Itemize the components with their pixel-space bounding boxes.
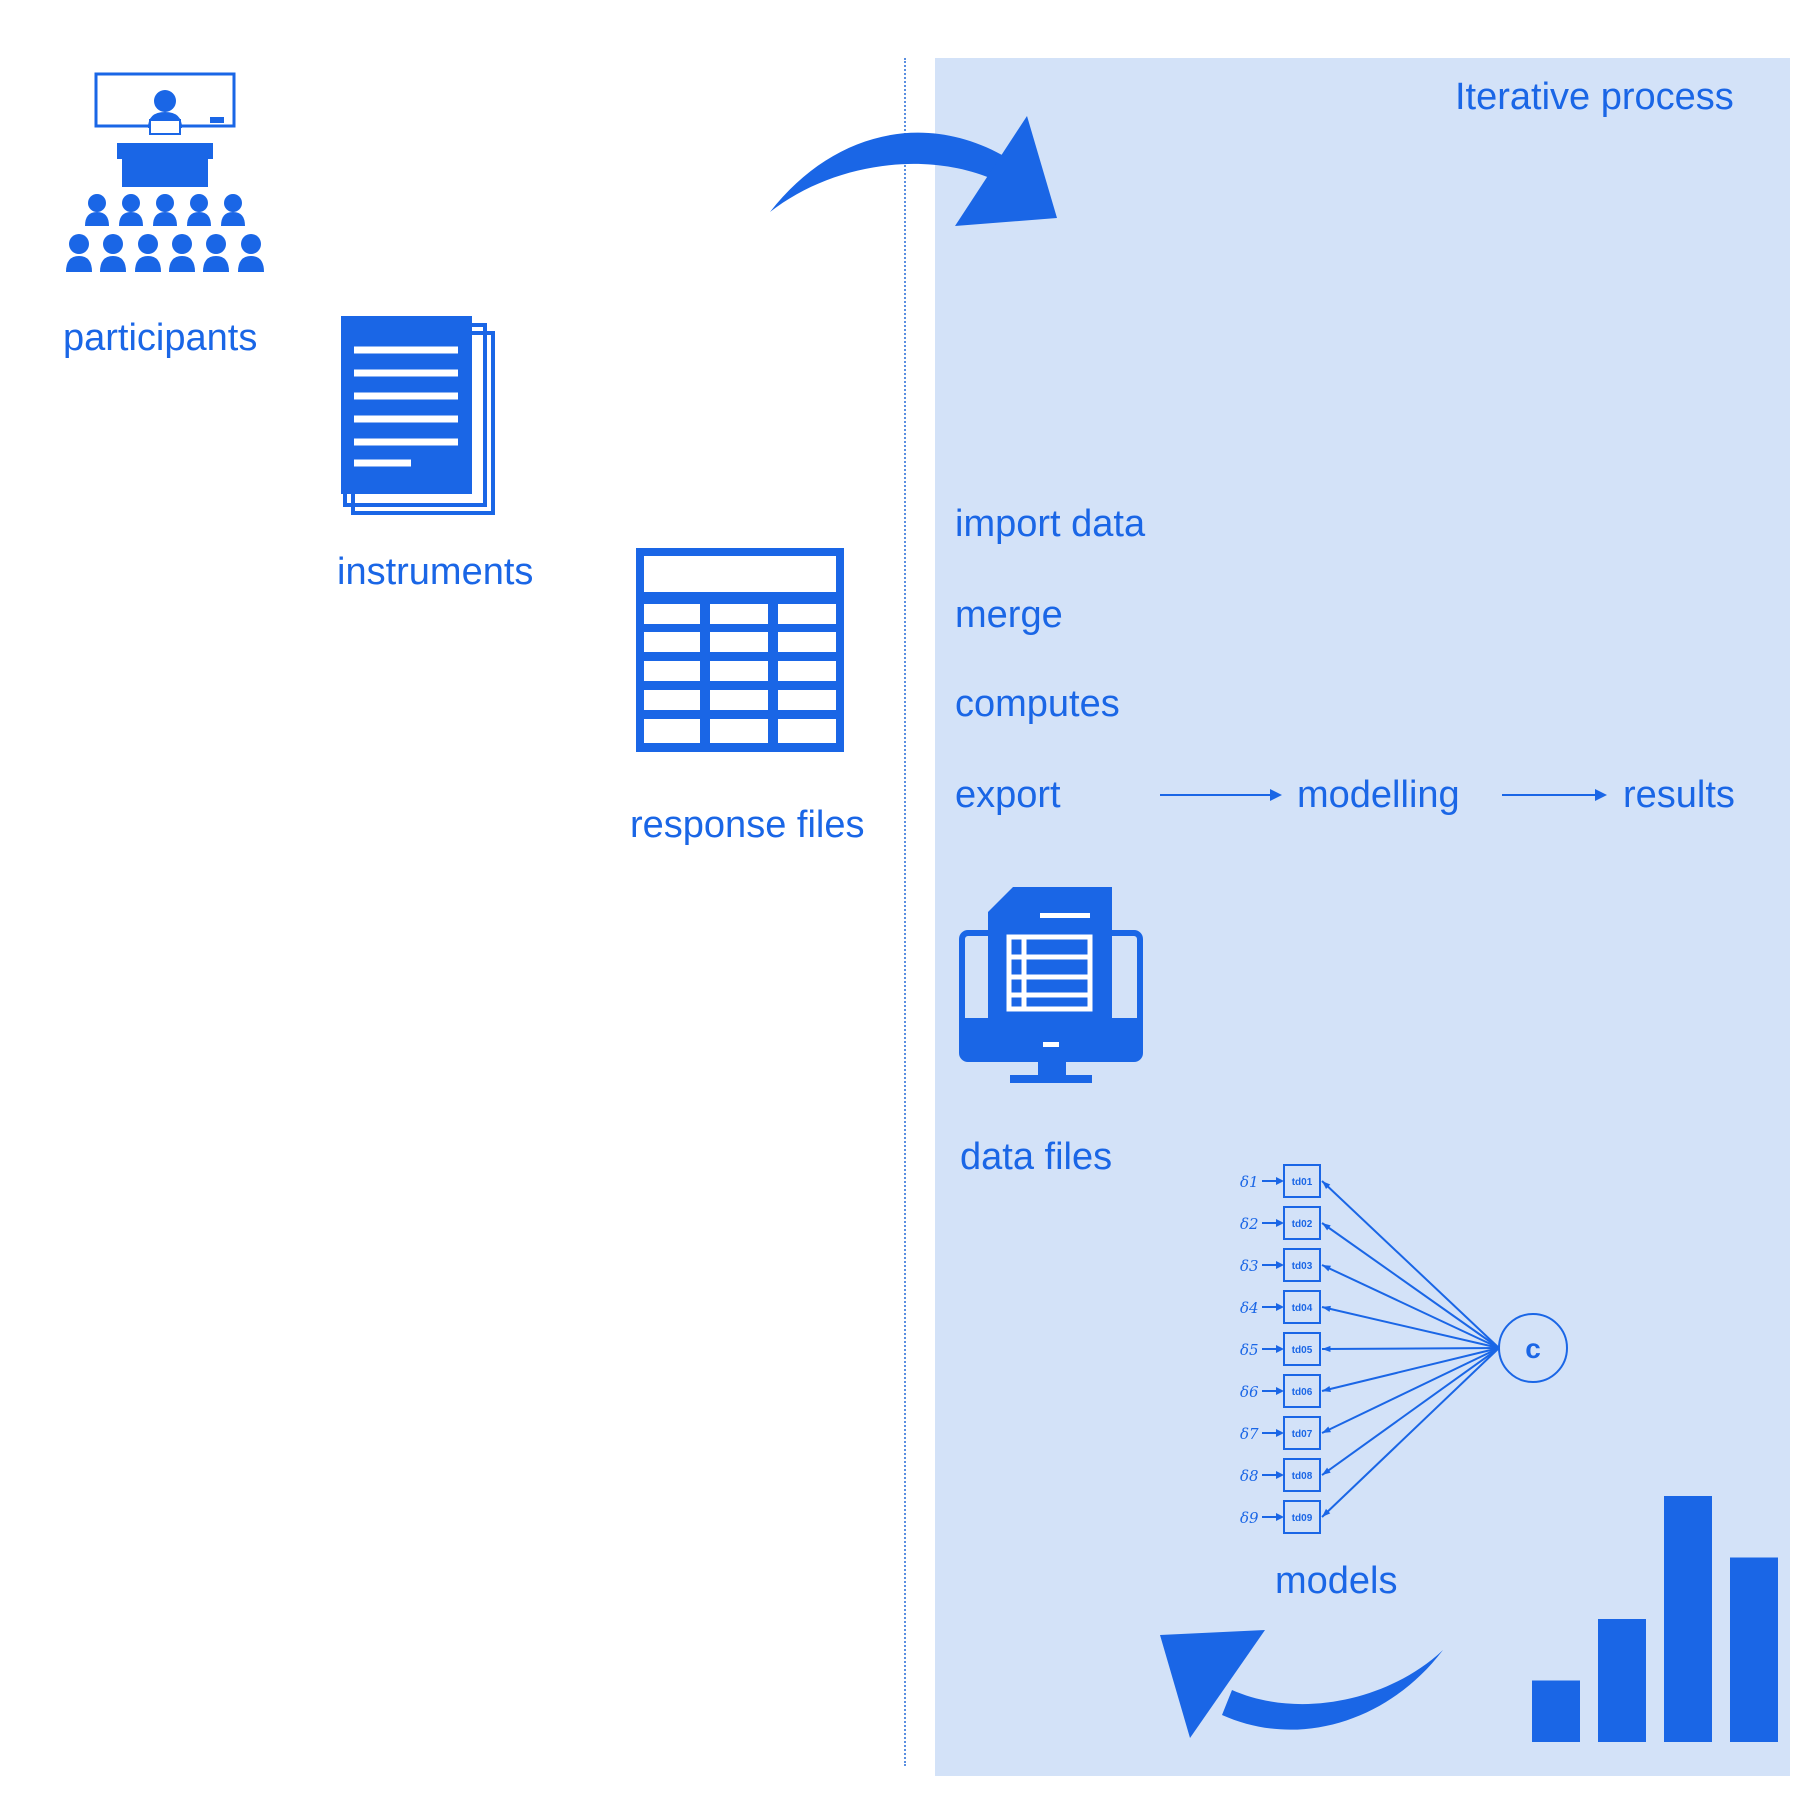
step-merge: merge xyxy=(955,594,1063,636)
bar-chart-bar xyxy=(1598,1619,1646,1742)
loading-arrow xyxy=(1321,1222,1500,1349)
latent-factor-node xyxy=(1498,1313,1568,1383)
step-export: export xyxy=(955,774,1061,816)
bar-chart-bar xyxy=(1664,1496,1712,1742)
step-arrows xyxy=(1160,789,1607,801)
step-import-data: import data xyxy=(955,503,1146,545)
step-results: results xyxy=(1623,774,1735,816)
error-term-label: δ4 xyxy=(1240,1299,1259,1317)
instruments-label: instruments xyxy=(337,551,534,593)
loading-arrow xyxy=(1321,1180,1500,1349)
loading-arrow xyxy=(1321,1306,1500,1349)
loading-arrow xyxy=(1321,1347,1500,1518)
error-term-label: δ7 xyxy=(1240,1425,1259,1443)
bar-chart-bar xyxy=(1532,1680,1580,1742)
latent-factor-label: c xyxy=(1525,1333,1541,1364)
indicator-label: td06 xyxy=(1292,1387,1313,1398)
error-term-label: δ8 xyxy=(1240,1467,1259,1485)
error-term-label: δ6 xyxy=(1240,1383,1259,1401)
response-files-label: response files xyxy=(630,804,865,846)
documents-stack-icon xyxy=(341,316,495,515)
error-term-label: δ1 xyxy=(1240,1173,1259,1191)
loading-arrow xyxy=(1321,1347,1500,1434)
bar-chart-bar xyxy=(1730,1557,1778,1742)
indicator-label: td03 xyxy=(1292,1261,1313,1272)
loading-arrow xyxy=(1321,1347,1500,1350)
participants-label: participants xyxy=(63,317,258,359)
monitor-spreadsheet-icon xyxy=(959,887,1143,1083)
audience-row-2 xyxy=(66,234,264,272)
error-term-label: δ2 xyxy=(1240,1215,1259,1233)
indicator-label: td09 xyxy=(1292,1513,1313,1524)
loading-arrow xyxy=(1321,1347,1500,1392)
indicator-label: td04 xyxy=(1292,1303,1313,1314)
loading-arrow xyxy=(1321,1347,1500,1476)
indicator-label: td07 xyxy=(1292,1429,1313,1440)
step-computes: computes xyxy=(955,683,1120,725)
indicator-label: td08 xyxy=(1292,1471,1313,1482)
bar-chart-icon xyxy=(1532,1496,1778,1742)
spreadsheet-table-icon xyxy=(636,548,844,752)
models-label: models xyxy=(1275,1560,1398,1602)
indicator-label: td05 xyxy=(1292,1345,1313,1356)
classroom-icon xyxy=(66,72,264,272)
panel-title: Iterative process xyxy=(1455,76,1734,118)
panel-divider xyxy=(904,58,906,1766)
indicator-label: td02 xyxy=(1292,1219,1313,1230)
error-term-label: δ3 xyxy=(1240,1257,1259,1275)
curved-arrow-left-icon xyxy=(1160,1630,1443,1738)
curved-arrow-right-icon xyxy=(770,116,1057,226)
indicator-label: td01 xyxy=(1292,1177,1313,1188)
error-term-label: δ5 xyxy=(1240,1341,1259,1359)
loading-arrow xyxy=(1321,1264,1500,1349)
audience-row-1 xyxy=(85,194,245,226)
data-files-label: data files xyxy=(960,1136,1113,1178)
error-term-label: δ9 xyxy=(1240,1509,1259,1527)
factor-model-diagram: td01 δ1 td02 δ2 td03 δ3 td04 δ4 td05 δ5 td06 δ6 td07… xyxy=(1240,1164,1568,1534)
step-modelling: modelling xyxy=(1297,774,1460,816)
